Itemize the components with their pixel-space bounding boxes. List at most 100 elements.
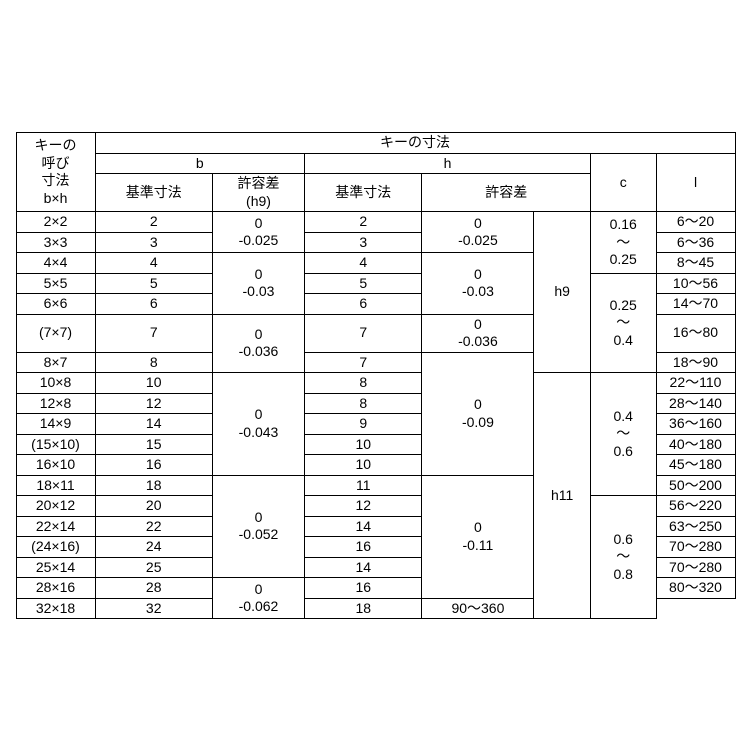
header-h-tol: 許容差 [422,174,590,212]
cell-b: 15 [95,434,212,455]
cell-h: 8 [305,393,422,414]
cell-b: 4 [95,253,212,274]
table-row: 5×5 5 5 0.25～0.4 10～56 [16,273,735,294]
cell-bh: 2×2 [16,212,95,233]
cell-l: 22～110 [656,373,735,394]
cell-h: 16 [305,537,422,558]
cell-h-tol: 0-0.025 [422,212,534,253]
cell-l: 80～320 [656,578,735,599]
header-l: l [656,153,735,212]
cell-bh: 28×16 [16,578,95,599]
cell-bh: 32×18 [16,598,95,619]
cell-h: 2 [305,212,422,233]
cell-h-tol: 0-0.036 [422,314,534,352]
cell-l: 6～20 [656,212,735,233]
cell-h: 4 [305,253,422,274]
cell-b: 14 [95,414,212,435]
cell-h-tol: 0-0.11 [422,475,534,598]
cell-h: 5 [305,273,422,294]
cell-bh: 25×14 [16,557,95,578]
cell-bh: 12×8 [16,393,95,414]
header-key-dim: キーの寸法 [95,133,735,154]
cell-b: 12 [95,393,212,414]
cell-b: 5 [95,273,212,294]
cell-b: 8 [95,352,212,373]
key-dimensions-table: キーの呼び寸法b×h キーの寸法 b h c l 基準寸法 許容差(h9) 基準… [16,132,736,619]
cell-c: 0.4～0.6 [590,373,656,496]
cell-h: 16 [305,578,422,599]
cell-h-tol: 0-0.09 [422,352,534,475]
cell-bh: 18×11 [16,475,95,496]
cell-h: 7 [305,314,422,352]
cell-bh: 10×8 [16,373,95,394]
cell-c: 0.6～0.8 [590,496,656,619]
cell-bh: (15×10) [16,434,95,455]
cell-l: 50～200 [656,475,735,496]
cell-l: 90～360 [422,598,534,619]
cell-b: 10 [95,373,212,394]
cell-l: 8～45 [656,253,735,274]
cell-bh: 8×7 [16,352,95,373]
header-nominal: キーの呼び寸法b×h [16,133,95,212]
cell-h: 3 [305,232,422,253]
cell-bh: 4×4 [16,253,95,274]
table-row: 20×12 20 12 0.6～0.8 56～220 [16,496,735,517]
cell-b: 20 [95,496,212,517]
cell-h: 11 [305,475,422,496]
cell-h-class: h9 [534,212,591,373]
cell-b: 32 [95,598,212,619]
cell-b: 22 [95,516,212,537]
cell-h: 12 [305,496,422,517]
cell-bh: 3×3 [16,232,95,253]
cell-b: 7 [95,314,212,352]
header-h-base: 基準寸法 [305,174,422,212]
cell-l: 70～280 [656,557,735,578]
header-h: h [305,153,591,174]
cell-bh: (7×7) [16,314,95,352]
cell-bh: 16×10 [16,455,95,476]
cell-h: 10 [305,434,422,455]
cell-c: 0.16～0.25 [590,212,656,274]
cell-l: 10～56 [656,273,735,294]
cell-c: 0.25～0.4 [590,273,656,373]
cell-h: 10 [305,455,422,476]
cell-h-tol: 0-0.03 [422,253,534,315]
cell-b: 25 [95,557,212,578]
cell-b: 28 [95,578,212,599]
cell-l: 45～180 [656,455,735,476]
cell-b: 16 [95,455,212,476]
cell-l: 18～90 [656,352,735,373]
header-b-tol: 許容差(h9) [212,174,304,212]
table-row: 2×2 2 0-0.025 2 0-0.025 h9 0.16～0.25 6～2… [16,212,735,233]
header-c: c [590,153,656,212]
cell-b: 18 [95,475,212,496]
cell-b: 2 [95,212,212,233]
cell-h: 18 [305,598,422,619]
cell-l: 63～250 [656,516,735,537]
cell-l: 6～36 [656,232,735,253]
cell-bh: 5×5 [16,273,95,294]
cell-bh: (24×16) [16,537,95,558]
cell-l: 36～160 [656,414,735,435]
cell-l: 16～80 [656,314,735,352]
cell-bh: 6×6 [16,294,95,315]
cell-l: 14～70 [656,294,735,315]
table-row: 10×8 10 0-0.043 8 h11 0.4～0.6 22～110 [16,373,735,394]
cell-b-tol: 0-0.03 [212,253,304,315]
cell-b: 24 [95,537,212,558]
cell-h: 14 [305,516,422,537]
key-dimensions-table-wrapper: { "headers": { "nominal": "キーの\n呼び\n寸法\n… [16,132,736,619]
cell-b: 3 [95,232,212,253]
cell-h: 6 [305,294,422,315]
header-b: b [95,153,305,174]
header-b-base: 基準寸法 [95,174,212,212]
cell-l: 70～280 [656,537,735,558]
cell-bh: 22×14 [16,516,95,537]
cell-h: 9 [305,414,422,435]
cell-l: 28～140 [656,393,735,414]
cell-b-tol: 0-0.043 [212,373,304,476]
cell-b-tol: 0-0.062 [212,578,304,619]
cell-b-tol: 0-0.025 [212,212,304,253]
cell-h: 7 [305,352,422,373]
cell-h-class: h11 [534,373,591,619]
